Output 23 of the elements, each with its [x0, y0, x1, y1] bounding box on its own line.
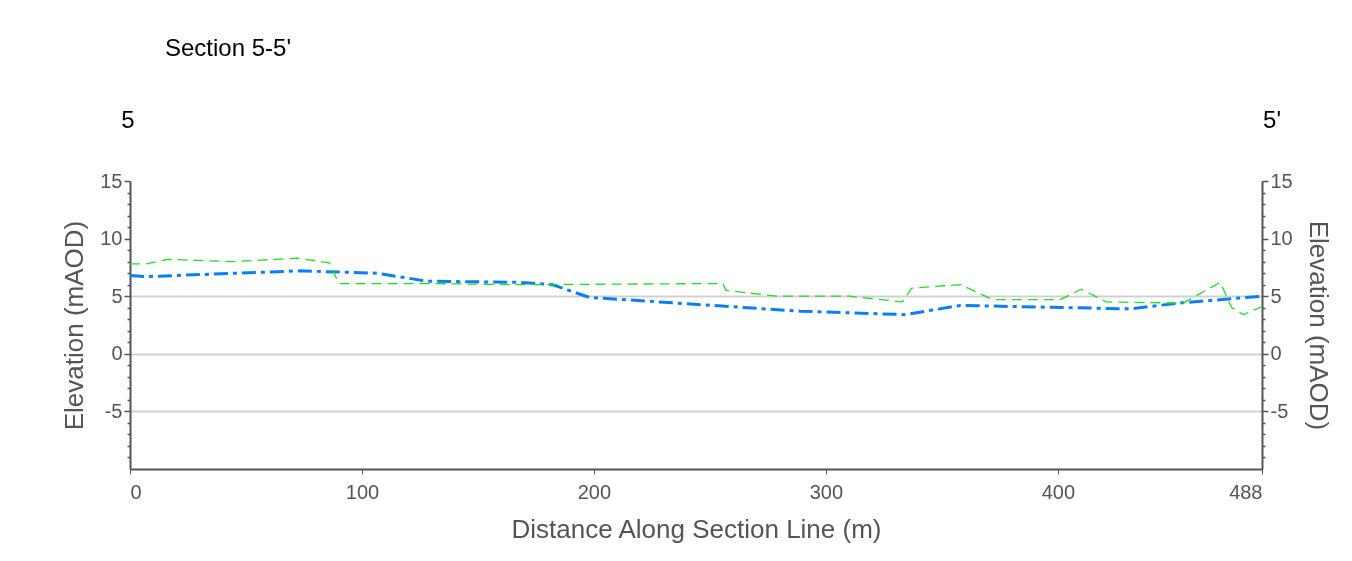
- x-tick-label: 488: [1229, 480, 1263, 503]
- y2-tick-label: 5: [1270, 284, 1282, 307]
- y2-tick-label: 0: [1270, 342, 1282, 365]
- y2-tick-label: 10: [1270, 227, 1293, 250]
- text: 5': [1263, 106, 1281, 133]
- y2-tick-label: -5: [1270, 399, 1289, 422]
- x-tick-label: 0: [130, 480, 142, 503]
- x-tick-label: 100: [345, 480, 380, 503]
- y2-axis-title: Elevation (mAOD): [1303, 220, 1334, 431]
- y-axis-title: Elevation (mAOD): [59, 220, 90, 431]
- line-series: [130, 269, 1262, 317]
- x-tick-label: 300: [809, 480, 844, 503]
- y-tick-label: -5: [104, 399, 123, 422]
- x-tick-label: 400: [1041, 480, 1076, 503]
- y-tick-label: 10: [100, 227, 123, 250]
- y2-tick-label: 15: [1270, 169, 1293, 192]
- y-tick-label: 5: [111, 284, 123, 307]
- x-axis-title: Distance Along Section Line (m): [511, 513, 882, 544]
- chart-title: Section 5-5': [165, 34, 291, 61]
- line-series: [130, 257, 1262, 316]
- y-tick-label: 0: [111, 342, 123, 365]
- y-tick-label: 15: [100, 169, 123, 192]
- x-tick-label: 200: [577, 480, 612, 503]
